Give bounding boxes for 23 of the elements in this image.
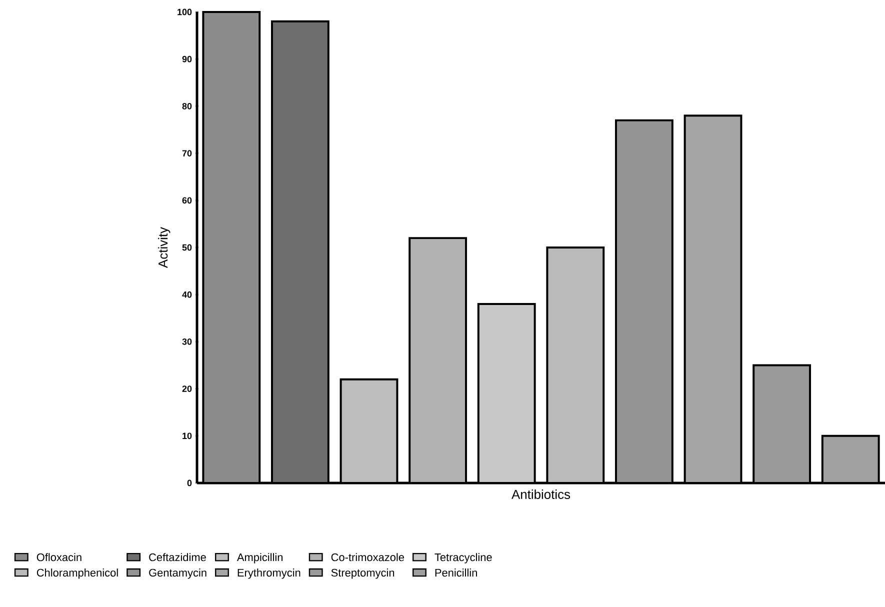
- y-axis-title: Activity: [158, 227, 170, 268]
- y-tick-label: 60: [182, 197, 192, 204]
- legend-label: Chloramphenicol: [36, 568, 118, 579]
- y-tick-label: 70: [182, 150, 192, 156]
- legend-label: Erythromycin: [238, 568, 300, 579]
- y-tick-label: 10: [182, 432, 192, 440]
- legend-label: Ceftazidime: [149, 553, 206, 562]
- legend-label: Ampicillin: [236, 553, 282, 564]
- x-axis-title: Antibiotics: [512, 490, 570, 500]
- y-tick-label: 40: [182, 291, 192, 298]
- y-tick-label: 100: [178, 8, 192, 16]
- legend-label: Streptomycin: [331, 568, 394, 579]
- legend-label: Tetracycline: [434, 553, 492, 564]
- y-tick-label: 90: [182, 56, 192, 62]
- y-tick-label: 30: [182, 338, 192, 345]
- y-tick-label: 50: [182, 244, 192, 251]
- legend-label: Penicillin: [435, 568, 477, 577]
- legend-label: Ofloxacin: [36, 553, 82, 562]
- y-tick-label: 0: [187, 480, 192, 486]
- legend-label: Gentamycin: [149, 568, 206, 579]
- legend-label: Co-trimoxazole: [331, 553, 404, 562]
- y-tick-label: 80: [182, 103, 192, 110]
- y-tick-label: 20: [182, 386, 192, 392]
